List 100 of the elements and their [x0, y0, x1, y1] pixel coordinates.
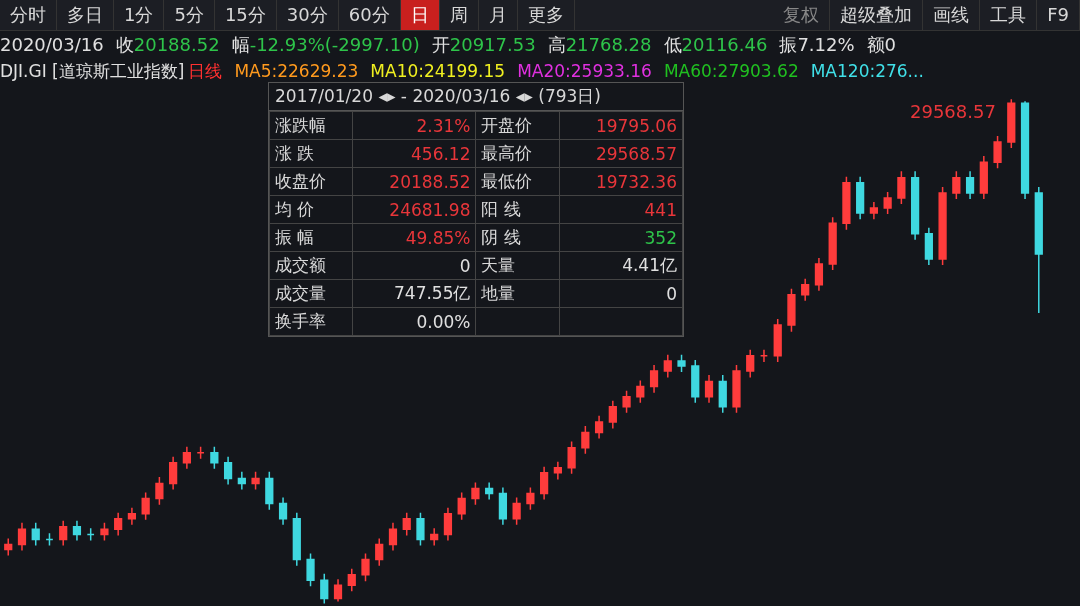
candlestick — [169, 455, 178, 491]
candlestick — [127, 506, 137, 526]
candlestick — [965, 170, 975, 200]
text: 21768.28 — [565, 34, 652, 55]
candlestick — [869, 201, 879, 220]
candlestick — [581, 425, 590, 455]
text: 画线 — [923, 0, 981, 30]
candlestick — [430, 527, 439, 547]
text: 开 — [431, 32, 450, 57]
candlestick — [677, 354, 686, 373]
annotation: 收盘价 — [269, 167, 353, 196]
annotation: 成交量 — [269, 279, 353, 308]
text: 15分 — [214, 0, 277, 30]
candlestick — [223, 455, 233, 486]
candlestick — [993, 135, 1002, 169]
candlestick — [704, 374, 714, 404]
annotation: 涨 跌 — [269, 139, 353, 168]
candlestick — [278, 496, 288, 526]
text: 20116.46 — [681, 34, 768, 55]
candlestick — [141, 491, 150, 521]
candlestick — [1020, 100, 1030, 200]
candlestick — [210, 445, 219, 470]
text: 工具 — [980, 0, 1038, 30]
candlestick — [402, 511, 411, 537]
candlestick — [292, 511, 301, 567]
text: 20917.53 — [449, 34, 536, 55]
candlestick — [553, 461, 562, 481]
candlestick — [1034, 186, 1043, 314]
candlestick — [1007, 98, 1016, 149]
candlestick — [306, 552, 315, 588]
candlestick — [649, 364, 659, 394]
candlestick — [45, 532, 54, 547]
annotation: 441 — [559, 195, 683, 224]
annotation: 阳 线 — [475, 195, 560, 224]
candlestick — [897, 170, 906, 205]
text: 周 — [439, 0, 479, 30]
candlestick — [265, 471, 274, 511]
candlestick — [938, 186, 947, 266]
annotation: 747.55亿 — [352, 279, 476, 308]
candlestick — [746, 349, 755, 379]
candlestick — [911, 170, 920, 241]
candlestick — [100, 522, 109, 542]
annotation: 29568.57 — [559, 139, 683, 168]
candlestick — [443, 506, 453, 542]
candlestick — [72, 520, 82, 542]
candlestick — [608, 399, 617, 430]
candlestick — [59, 520, 68, 547]
candlestick — [361, 552, 370, 583]
candlestick — [759, 349, 769, 363]
text: 日 — [400, 0, 440, 30]
annotation: 开盘价 — [475, 111, 560, 140]
candlestick — [924, 226, 933, 266]
candlestick — [828, 216, 837, 271]
annotation: 24681.98 — [352, 195, 476, 224]
annotation: 29568.57 — [910, 101, 996, 122]
text: MA120:276... — [810, 61, 924, 81]
annotation: 最低价 — [475, 167, 560, 196]
candlestick — [567, 440, 576, 475]
candlestick — [471, 481, 480, 506]
annotation: 4.41亿 — [559, 251, 683, 280]
text: 2020/03/16 — [0, 34, 104, 55]
candlestick — [856, 176, 865, 220]
candlestick — [347, 567, 356, 593]
annotation: 20188.52 — [352, 167, 476, 196]
candlestick — [4, 537, 13, 557]
text: MA20:25933.16 — [517, 61, 652, 81]
annotation: 地量 — [475, 279, 560, 308]
text: 低 — [663, 32, 682, 57]
text: MA5:22629.23 — [234, 61, 359, 81]
annotation: 阴 线 — [475, 223, 560, 252]
candlestick — [622, 389, 631, 414]
candlestick — [182, 445, 191, 470]
candlestick — [814, 257, 824, 292]
text: 分时 — [0, 0, 57, 30]
candlestick — [196, 445, 205, 460]
candlestick — [333, 578, 343, 603]
candlestick — [636, 379, 645, 404]
candlestick — [512, 496, 521, 526]
candlestick — [251, 471, 260, 491]
annotation: 换手率 — [269, 307, 353, 336]
candlestick — [718, 374, 727, 414]
text: 60分 — [338, 0, 401, 30]
candlestick — [952, 170, 961, 200]
candlestick — [526, 486, 535, 511]
candlestick — [31, 522, 40, 547]
annotation: 0 — [352, 251, 476, 280]
candlestick — [86, 527, 95, 542]
annotation: 19795.06 — [559, 111, 683, 140]
text: 额0 — [866, 32, 897, 57]
candlestick — [498, 486, 508, 526]
candlestick — [485, 481, 494, 501]
annotation: 2017/01/20 ◂▸ - 2020/03/16 ◂▸ (793日) — [269, 83, 683, 111]
annotation: 最高价 — [475, 139, 560, 168]
candlestick — [320, 572, 329, 605]
text: 日线 — [188, 59, 223, 83]
text: -12.93%(-2997.10) — [249, 34, 420, 55]
candlestick — [883, 191, 892, 215]
annotation: 352 — [559, 223, 683, 252]
candlestick — [540, 466, 549, 501]
annotation: 振 幅 — [269, 223, 353, 252]
